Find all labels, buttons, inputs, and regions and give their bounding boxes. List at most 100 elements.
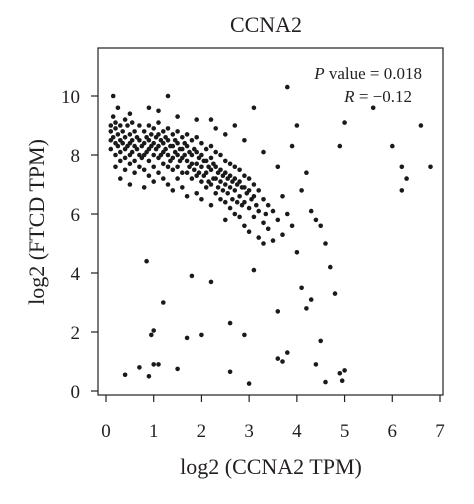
data-point: [203, 158, 209, 164]
data-point: [275, 356, 281, 361]
data-point: [151, 362, 156, 367]
data-point: [194, 161, 199, 167]
data-point: [242, 138, 247, 143]
data-point: [137, 365, 142, 370]
data-point: [120, 140, 125, 146]
y-tick-label: 8: [71, 146, 81, 167]
data-point: [261, 220, 266, 226]
data-point: [113, 164, 118, 170]
data-point: [203, 170, 209, 175]
data-point: [146, 374, 152, 379]
data-point: [265, 202, 271, 208]
data-point: [220, 188, 226, 193]
data-point: [118, 149, 123, 155]
p-value-annotation: P value = 0.018: [313, 64, 422, 83]
data-point: [141, 140, 147, 146]
data-point: [223, 199, 228, 205]
data-point: [108, 129, 114, 134]
data-point: [256, 188, 262, 193]
data-point: [194, 149, 199, 155]
data-point: [332, 291, 338, 296]
data-point: [242, 185, 247, 190]
data-point: [285, 350, 290, 355]
data-point: [208, 202, 214, 208]
data-point: [203, 146, 209, 152]
data-point: [127, 111, 133, 116]
data-point: [196, 170, 202, 175]
data-point: [165, 152, 171, 158]
data-point: [110, 93, 116, 99]
data-point: [146, 138, 152, 143]
data-point: [170, 143, 176, 149]
data-point: [280, 194, 285, 199]
data-point: [339, 378, 345, 384]
data-point: [175, 140, 180, 146]
data-point: [165, 182, 171, 187]
data-point: [313, 362, 319, 367]
data-point: [137, 138, 142, 143]
x-tick-label: 3: [244, 421, 254, 442]
data-point: [132, 170, 137, 175]
y-tick-label: 10: [61, 87, 80, 108]
data-point: [318, 223, 324, 229]
data-point: [134, 146, 140, 152]
data-point: [149, 132, 154, 137]
data-point: [165, 138, 171, 143]
data-point: [175, 114, 180, 119]
data-point: [232, 188, 238, 193]
data-point: [265, 226, 271, 232]
data-point: [308, 297, 314, 302]
data-point: [428, 164, 433, 170]
x-tick-label: 2: [197, 421, 207, 442]
x-tick-label: 0: [101, 421, 111, 442]
data-point: [146, 123, 152, 128]
data-point: [194, 135, 199, 140]
data-point: [184, 143, 190, 149]
data-point: [213, 191, 218, 196]
data-point: [129, 149, 135, 155]
data-point: [242, 173, 247, 178]
data-point: [215, 185, 221, 190]
p-value-text: value = 0.018: [325, 64, 422, 83]
data-point: [170, 167, 176, 173]
data-point: [146, 173, 152, 178]
y-tick-label: 6: [71, 205, 81, 226]
x-axis-label: log2 (CCNA2 TPM): [180, 454, 362, 479]
data-point: [208, 167, 214, 173]
data-point: [129, 120, 135, 125]
data-point: [199, 152, 204, 158]
data-point: [118, 123, 123, 128]
data-point: [151, 179, 156, 184]
data-point: [304, 170, 309, 175]
data-point: [156, 362, 161, 367]
data-point: [261, 241, 266, 246]
data-point: [230, 197, 235, 202]
data-point: [213, 126, 218, 131]
data-point: [323, 379, 328, 385]
data-point: [122, 117, 128, 122]
data-point: [199, 140, 204, 146]
data-point: [263, 211, 269, 217]
data-point: [165, 164, 171, 170]
data-point: [208, 117, 214, 122]
data-point: [313, 217, 319, 223]
data-point: [175, 176, 180, 181]
data-point: [132, 158, 137, 164]
data-point: [110, 114, 116, 119]
data-point: [115, 143, 121, 149]
data-point: [251, 267, 257, 273]
data-point: [108, 123, 114, 128]
data-point: [127, 132, 133, 137]
data-point: [299, 285, 304, 291]
data-point: [156, 170, 161, 175]
data-point: [137, 123, 142, 128]
data-point: [289, 223, 295, 229]
data-point: [199, 332, 204, 338]
data-point: [189, 161, 195, 167]
data-point: [165, 126, 171, 131]
data-point: [218, 179, 223, 184]
data-point: [223, 170, 228, 175]
data-point: [203, 185, 209, 190]
data-point: [418, 123, 424, 128]
data-point: [163, 146, 168, 152]
